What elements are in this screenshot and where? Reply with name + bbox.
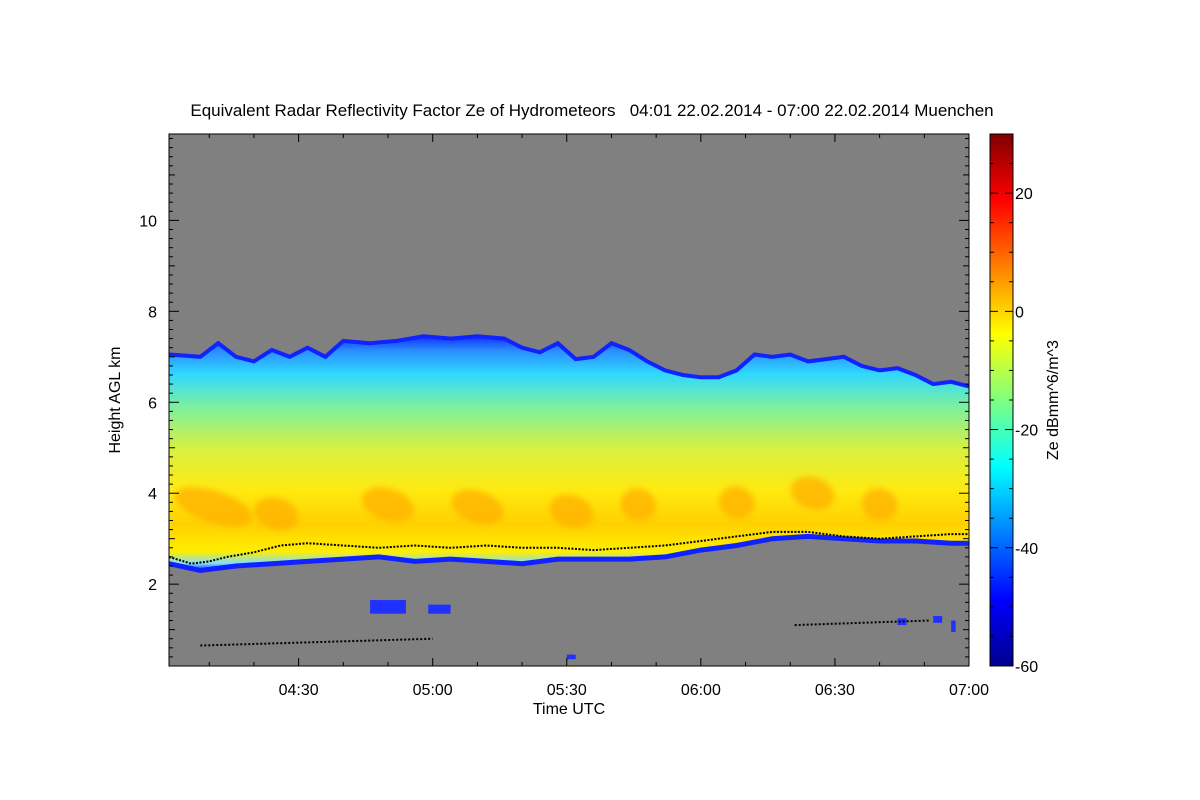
chart-title: Equivalent Radar Reflectivity Factor Ze … [190, 101, 993, 120]
y-axis-label: Height AGL km [107, 346, 124, 453]
colorbar-label: Ze dBmm^6/m^3 [1045, 340, 1062, 460]
colorbar-tick-label: 20 [1015, 186, 1033, 203]
ceilometer-cloud-base [169, 530, 969, 565]
colorbar-axis: -60 -40 -20 0 20 [990, 133, 1038, 676]
x-tick-label: 05:00 [413, 682, 453, 699]
low-echo-patch [566, 654, 576, 660]
cloud-echo [169, 336, 969, 571]
colorbar-tick-label: -40 [1015, 541, 1038, 558]
x-tick-label: 07:00 [949, 682, 989, 699]
cloud-base-edge [169, 533, 969, 574]
plot-area [169, 334, 969, 660]
colorbar-tick-label: 0 [1015, 304, 1024, 321]
y-tick-label: 2 [148, 577, 157, 594]
colorbar-tick-label: -60 [1015, 659, 1038, 676]
low-echo-patch [370, 600, 406, 614]
plot-frame [168, 133, 970, 667]
x-axis: 04:30 05:00 05:30 06:00 06:30 07:00 [208, 134, 989, 699]
y-tick-label: 10 [139, 213, 157, 230]
y-tick-label: 4 [148, 486, 157, 503]
low-ceilometer-trace [200, 637, 433, 647]
y-tick-label: 8 [148, 304, 157, 321]
x-tick-label: 06:00 [681, 682, 721, 699]
y-tick-label: 6 [148, 395, 157, 412]
low-echo-patch [933, 615, 943, 623]
colorbar-tick-label: -20 [1015, 423, 1038, 440]
x-tick-label: 05:30 [547, 682, 587, 699]
high-reflectivity-streaks [175, 476, 898, 531]
low-echo-patch [951, 620, 956, 632]
low-echo-patch [897, 618, 907, 626]
x-tick-label: 06:30 [815, 682, 855, 699]
x-tick-label: 04:30 [279, 682, 319, 699]
y-axis: 2 4 6 8 10 [139, 138, 969, 658]
low-echo-patch [428, 604, 451, 614]
x-axis-label: Time UTC [533, 701, 605, 718]
cloud-top-edge [169, 334, 969, 389]
